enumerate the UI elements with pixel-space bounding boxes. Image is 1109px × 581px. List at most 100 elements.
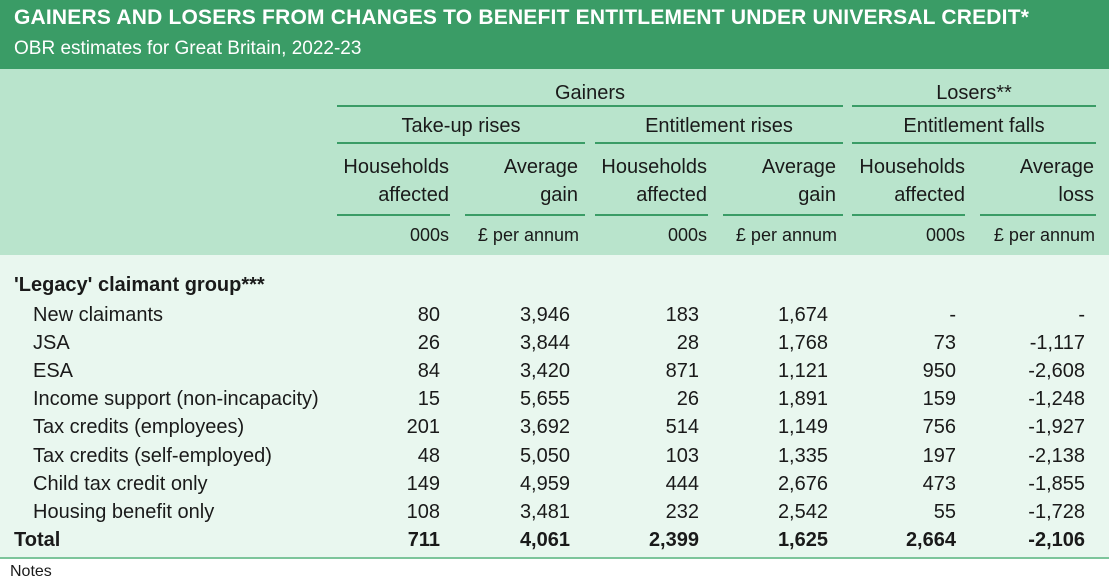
cell-value: 26 xyxy=(417,332,440,354)
col3-unit: 000s xyxy=(667,225,707,245)
col2-unit: £ per annum xyxy=(477,225,579,245)
cell-value: - xyxy=(949,304,956,326)
cell-value: 1,335 xyxy=(777,445,828,467)
gainers-heading: Gainers xyxy=(554,82,626,104)
takeup-heading: Take-up rises xyxy=(401,115,521,137)
cell-value: 159 xyxy=(922,388,956,410)
losers-heading: Losers** xyxy=(936,82,1012,104)
col2-rule xyxy=(465,214,585,216)
table-body xyxy=(0,255,1109,557)
total-value: 711 xyxy=(407,529,440,551)
cell-value: 28 xyxy=(676,332,699,354)
col2-header-line2: gain xyxy=(540,184,578,206)
col6-rule xyxy=(980,214,1096,216)
col4-rule xyxy=(723,214,843,216)
col1-unit: 000s xyxy=(409,225,449,245)
col6-unit: £ per annum xyxy=(993,225,1095,245)
total-value: 2,664 xyxy=(905,529,956,551)
cell-value: 232 xyxy=(665,501,699,523)
row-label: Income support (non-incapacity) xyxy=(33,388,319,410)
cell-value: 1,768 xyxy=(777,332,828,354)
col4-header-line2: gain xyxy=(798,184,836,206)
col5-header-line1: Households xyxy=(859,156,965,178)
table-row: Tax credits (self-employed) 48 5,050 103… xyxy=(0,443,1109,471)
row-label: ESA xyxy=(33,360,74,382)
cell-value: 3,946 xyxy=(519,304,570,326)
cell-value: 103 xyxy=(665,445,699,467)
col3-header-line2: affected xyxy=(636,184,707,206)
total-value: 1,625 xyxy=(777,529,828,551)
col3-header-line1: Households xyxy=(601,156,707,178)
table-row: Income support (non-incapacity) 15 5,655… xyxy=(0,386,1109,414)
cell-value: 4,959 xyxy=(519,473,570,495)
table-title: GAINERS AND LOSERS FROM CHANGES TO BENEF… xyxy=(14,6,1030,29)
cell-value: 108 xyxy=(406,501,440,523)
col4-header: Average gain xyxy=(722,153,836,209)
table-row: ESA 84 3,420 871 1,121 950 -2,608 xyxy=(0,358,1109,386)
gainers-rule xyxy=(337,105,843,107)
entitlement-rises-rule xyxy=(595,142,843,144)
cell-value: 3,844 xyxy=(519,332,570,354)
cell-value: - xyxy=(1078,304,1085,326)
cell-value: -1,927 xyxy=(1028,416,1085,438)
col5-header-line2: affected xyxy=(894,184,965,206)
cell-value: 26 xyxy=(676,388,699,410)
cell-value: -1,855 xyxy=(1028,473,1085,495)
cell-value: 2,542 xyxy=(777,501,828,523)
cell-value: 201 xyxy=(406,416,440,438)
cell-value: 15 xyxy=(417,388,440,410)
cell-value: -2,608 xyxy=(1028,360,1085,382)
column-header-band xyxy=(0,69,1109,255)
cell-value: 1,674 xyxy=(777,304,828,326)
cell-value: -1,248 xyxy=(1028,388,1085,410)
row-label: Tax credits (employees) xyxy=(33,416,245,438)
title-banner: GAINERS AND LOSERS FROM CHANGES TO BENEF… xyxy=(0,0,1109,69)
row-label: Housing benefit only xyxy=(33,501,215,523)
cell-value: 1,149 xyxy=(777,416,828,438)
cell-value: 55 xyxy=(933,501,956,523)
cell-value: 473 xyxy=(922,473,956,495)
cell-value: 1,891 xyxy=(777,388,828,410)
losers-rule xyxy=(852,105,1096,107)
table-row: New claimants 80 3,946 183 1,674 - - xyxy=(0,302,1109,330)
col1-header-line1: Households xyxy=(343,156,449,178)
col3-header: Households affected xyxy=(595,153,707,209)
total-value: 2,399 xyxy=(648,529,699,551)
col1-header-line2: affected xyxy=(378,184,449,206)
col6-header: Average loss xyxy=(980,153,1094,209)
col1-header: Households affected xyxy=(337,153,449,209)
cell-value: -1,117 xyxy=(1029,332,1085,354)
cell-value: 2,676 xyxy=(777,473,828,495)
col5-unit: 000s xyxy=(925,225,965,245)
cell-value: 1,121 xyxy=(777,360,828,382)
cell-value: 197 xyxy=(922,445,956,467)
total-value: -2,106 xyxy=(1028,529,1085,551)
table-row: JSA 26 3,844 28 1,768 73 -1,117 xyxy=(0,330,1109,358)
cell-value: 5,655 xyxy=(519,388,570,410)
notes-label: Notes xyxy=(10,563,52,580)
row-label: Tax credits (self-employed) xyxy=(33,445,272,467)
cell-value: 444 xyxy=(665,473,699,495)
col5-header: Households affected xyxy=(852,153,965,209)
cell-value: 3,420 xyxy=(519,360,570,382)
cell-value: 756 xyxy=(922,416,956,438)
total-label: Total xyxy=(14,529,61,551)
table-row: Housing benefit only 108 3,481 232 2,542… xyxy=(0,499,1109,527)
col5-rule xyxy=(852,214,965,216)
entitlement-rises-heading: Entitlement rises xyxy=(645,115,793,137)
row-label: Child tax credit only xyxy=(33,473,208,495)
cell-value: 871 xyxy=(665,360,699,382)
col1-rule xyxy=(337,214,450,216)
col6-header-line2: loss xyxy=(1058,184,1094,206)
cell-value: 3,481 xyxy=(519,501,570,523)
cell-value: 950 xyxy=(922,360,956,382)
cell-value: 48 xyxy=(417,445,440,467)
col4-unit: £ per annum xyxy=(735,225,837,245)
cell-value: -2,138 xyxy=(1028,445,1085,467)
entitlement-falls-heading: Entitlement falls xyxy=(903,115,1045,137)
row-label: JSA xyxy=(33,332,70,354)
cell-value: 183 xyxy=(665,304,699,326)
entitlement-falls-rule xyxy=(852,142,1096,144)
cell-value: 80 xyxy=(417,304,440,326)
